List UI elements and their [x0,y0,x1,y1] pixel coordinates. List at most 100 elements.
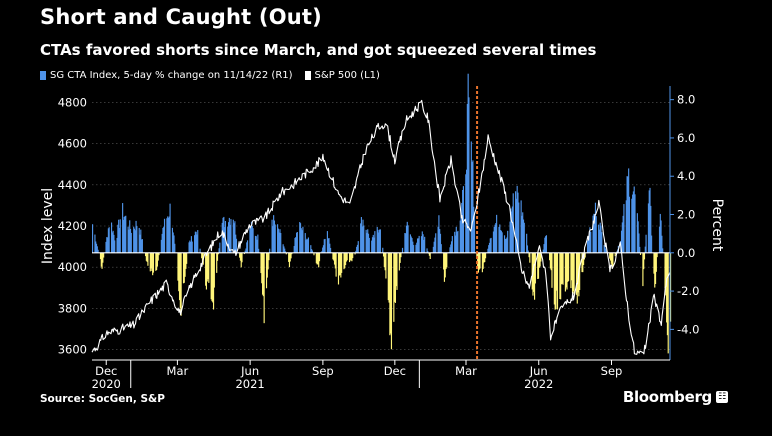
cta-bar [269,248,271,253]
left-tick-label: 4400 [58,178,87,192]
right-tick-label: 8.0 [677,93,695,107]
cta-bar [318,252,320,268]
cta-bar [527,250,529,253]
cta-bar [605,250,608,253]
cta-bar [365,229,367,253]
cta-bar [511,206,514,253]
cta-bar [228,222,230,253]
cta-bar [179,252,181,309]
cta-bar [108,227,110,253]
cta-bar [637,221,639,253]
cta-bar [396,252,398,290]
cta-bar [133,228,136,253]
cta-bar [571,252,573,281]
cta-bar [561,252,563,284]
cta-bar [576,252,578,304]
cta-bar [416,242,418,253]
cta-bar [389,252,391,336]
cta-bar [390,252,392,334]
cta-bar [329,243,331,253]
cta-bar [291,252,293,255]
cta-bar [305,240,307,253]
cta-bar [284,251,287,253]
cta-bar [210,252,212,300]
cta-bar [565,252,567,288]
cta-bar [650,205,652,253]
cta-bar [152,252,155,273]
cta-bar [504,238,506,253]
cta-bar [603,245,605,253]
cta-bar [670,252,672,322]
cta-bar [299,222,301,253]
cta-bar [227,226,229,253]
cta-bar [367,233,370,253]
cta-bar [273,215,275,253]
cta-bar [252,228,254,253]
cta-bar [466,169,468,253]
cta-bar [357,241,359,253]
cta-bar [417,238,419,253]
cta-bar [432,246,434,253]
cta-bar [299,223,302,253]
cta-bar [306,238,308,253]
cta-bar [354,252,356,255]
cta-bar [97,249,99,253]
cta-bar [594,202,597,253]
cta-bar [186,252,188,264]
cta-bar [201,252,203,259]
cta-bar [487,248,489,253]
cta-bar [367,229,369,253]
cta-bar [625,200,627,253]
cta-bar [228,217,230,253]
cta-bar [310,245,312,253]
cta-bar [340,252,342,278]
cta-bar [393,252,395,322]
cta-bar [422,234,424,253]
cta-bar [147,252,149,266]
cta-bar [158,252,160,256]
cta-bar [360,223,362,253]
cta-bar [349,252,351,261]
cta-bar [656,252,658,258]
cta-bar [95,241,97,253]
cta-bar [395,252,397,287]
cta-bar [224,227,226,253]
cta-bar [517,192,519,253]
cta-bar [500,230,502,253]
cta-bar [246,240,249,253]
cta-bar [246,242,248,253]
cta-bar [534,252,536,300]
cta-bar [665,252,667,296]
cta-bar [560,252,562,300]
cta-bar [332,252,334,260]
cta-bar [285,252,287,255]
cta-bar [348,252,351,263]
cta-bar [118,227,121,253]
cta-bar [614,252,616,257]
cta-bar [659,213,661,253]
cta-bar [444,252,446,278]
cta-bar [117,224,119,253]
cta-bar [412,241,414,253]
cta-bar [363,225,365,253]
cta-bar [477,252,480,273]
cta-bar [388,252,390,303]
cta-bar [301,230,303,253]
cta-bar [208,252,210,283]
cta-bar [586,240,589,253]
cta-bar [385,252,387,279]
cta-bar [550,252,552,271]
cta-bar [564,252,566,292]
cta-bar [382,247,384,253]
cta-bar [293,246,295,253]
cta-bar [163,218,166,253]
cta-bar [169,203,171,253]
cta-bar [559,252,561,299]
cta-bar [543,244,545,253]
cta-bar [495,223,497,253]
cta-bar [107,237,109,253]
cta-bar [206,252,208,282]
cta-bar [621,222,623,253]
cta-bar [455,226,457,253]
cta-bar [651,235,653,253]
